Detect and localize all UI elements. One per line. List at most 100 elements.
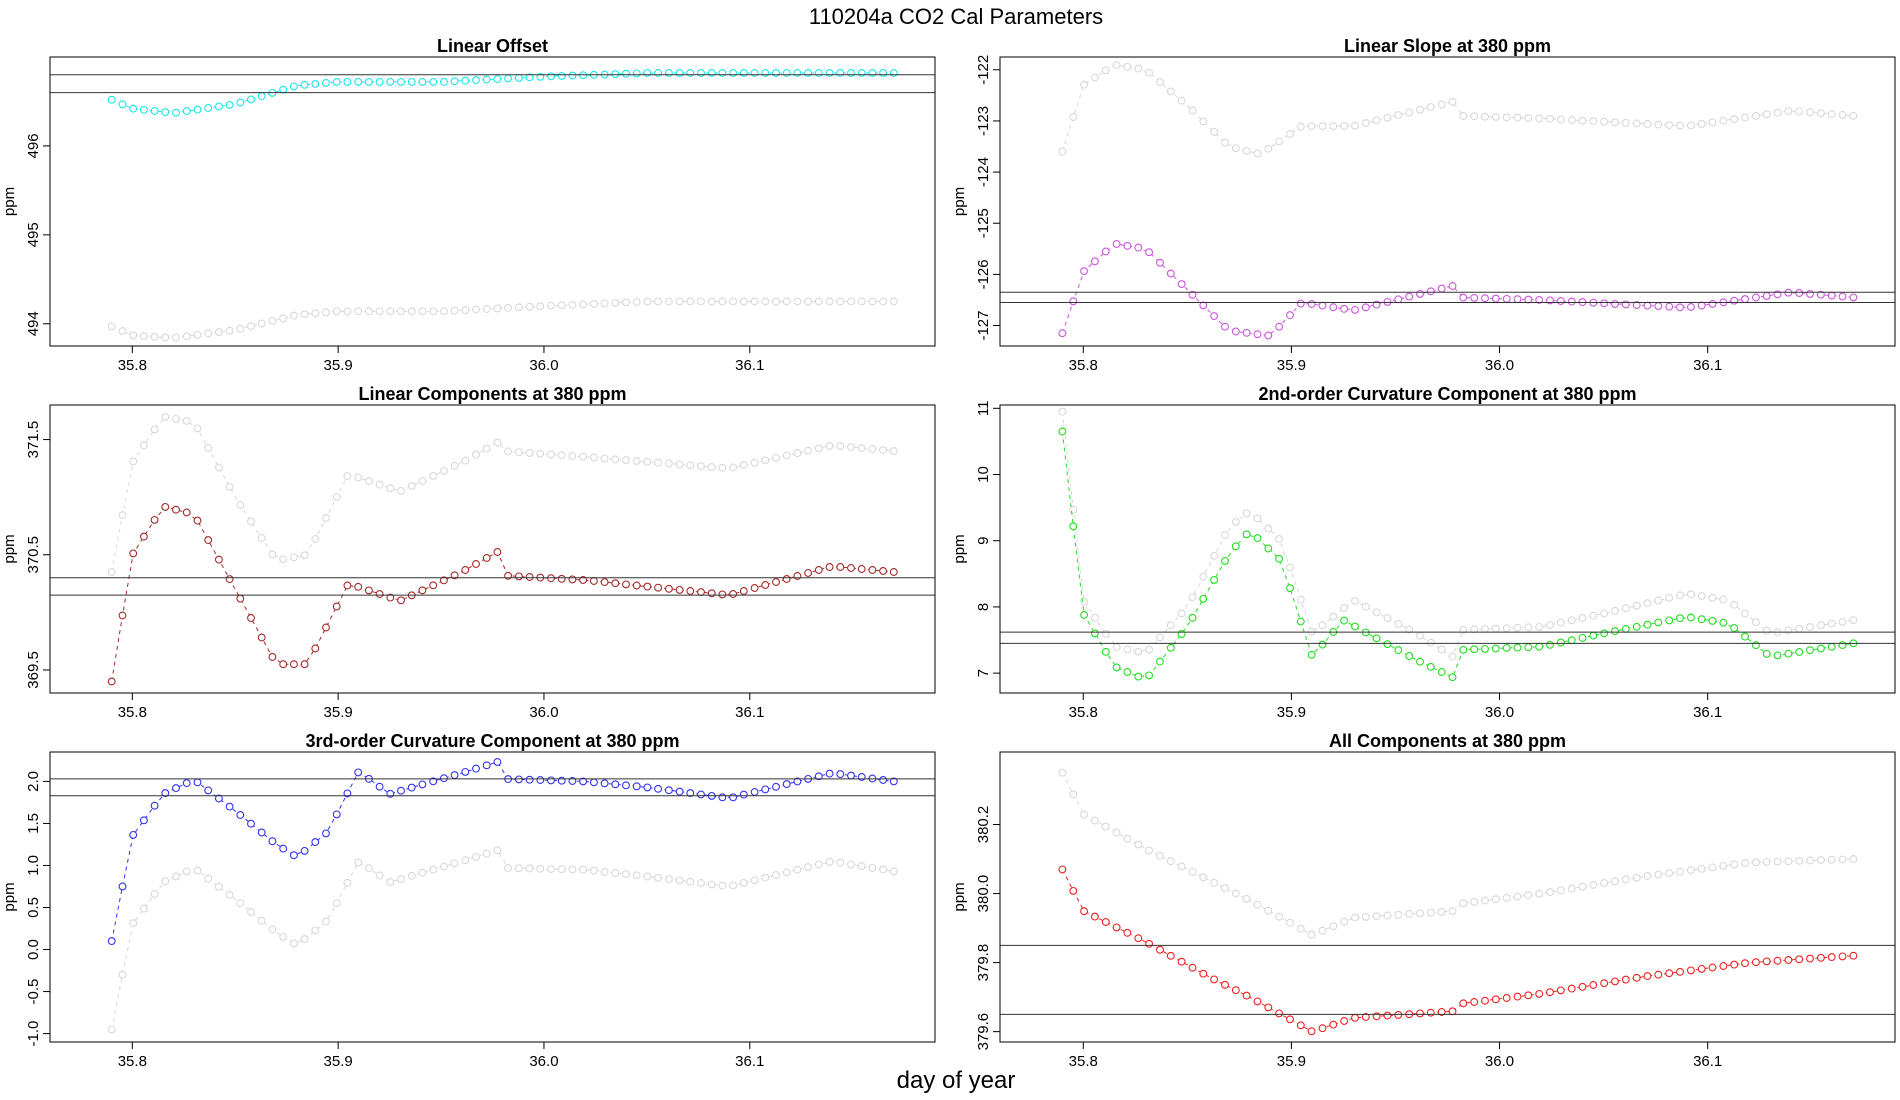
data-point	[514, 572, 523, 581]
data-point	[1611, 299, 1619, 308]
data-point	[1578, 116, 1587, 125]
data-point	[1762, 291, 1771, 300]
data-point	[814, 772, 823, 781]
data-point	[1806, 856, 1814, 865]
data-point	[407, 481, 416, 490]
data-point	[718, 69, 727, 77]
x-tick-label: 35.8	[1069, 1053, 1098, 1070]
data-point	[664, 875, 673, 884]
data-point	[1264, 1003, 1273, 1012]
data-point	[1242, 991, 1251, 1000]
data-point	[1600, 979, 1609, 988]
data-point	[1546, 640, 1554, 649]
data-point	[1459, 112, 1468, 120]
data-point	[1556, 297, 1565, 305]
data-point	[782, 451, 791, 460]
data-point	[1795, 648, 1804, 656]
data-point	[1621, 118, 1630, 127]
data-point	[611, 455, 620, 464]
data-point	[354, 307, 363, 316]
data-point	[472, 764, 480, 773]
data-point	[1751, 958, 1760, 967]
data-point	[632, 871, 641, 880]
data-point	[697, 879, 705, 887]
data-point	[643, 783, 652, 792]
data-point	[1524, 114, 1533, 122]
data-point	[729, 297, 738, 306]
data-point	[686, 789, 695, 798]
data-point	[750, 458, 759, 467]
data-point	[1524, 643, 1533, 652]
data-point	[1524, 991, 1533, 1000]
data-point	[1090, 912, 1099, 921]
data-point	[1123, 241, 1132, 250]
data-point	[1806, 108, 1814, 117]
data-point	[375, 782, 384, 791]
data-point	[1686, 590, 1695, 599]
data-point	[761, 456, 770, 465]
data-point	[1535, 889, 1544, 898]
data-point	[1090, 613, 1099, 622]
data-point	[1459, 899, 1468, 908]
data-point	[1730, 600, 1739, 609]
data-point	[300, 935, 309, 944]
data-point	[1286, 563, 1294, 572]
data-point	[1491, 624, 1500, 633]
data-point	[1177, 280, 1186, 289]
data-point	[761, 69, 770, 77]
data-point	[472, 76, 480, 85]
data-point	[1838, 292, 1847, 301]
data-point	[1827, 619, 1836, 628]
data-point	[1502, 113, 1511, 122]
data-point	[172, 784, 180, 793]
data-point	[772, 69, 780, 77]
data-point	[1275, 137, 1284, 146]
data-point	[300, 80, 309, 89]
data-point	[386, 307, 395, 316]
data-point	[761, 297, 770, 306]
data-point	[1448, 282, 1457, 290]
x-tick-label: 36.0	[529, 704, 558, 721]
data-point	[1816, 621, 1825, 630]
data-point	[622, 580, 630, 589]
data-point	[1101, 918, 1110, 926]
data-point	[686, 69, 695, 77]
data-point	[418, 586, 427, 595]
data-point	[247, 614, 255, 622]
data-point	[557, 865, 566, 874]
data-point	[118, 511, 127, 520]
panel-title: 2nd-order Curvature Component at 380 ppm	[1258, 384, 1636, 404]
data-point	[675, 787, 684, 796]
data-point	[868, 566, 877, 574]
data-point	[279, 844, 288, 853]
data-point	[1665, 869, 1674, 878]
data-point	[1621, 604, 1630, 613]
data-point	[247, 908, 255, 916]
data-point	[1632, 601, 1641, 610]
x-tick-label: 35.8	[118, 357, 147, 374]
data-point	[161, 333, 170, 342]
data-point	[1751, 618, 1760, 627]
data-point	[536, 776, 545, 784]
y-axis-label: ppm	[951, 534, 968, 563]
data-point	[1708, 616, 1717, 625]
data-point	[579, 300, 588, 309]
data-point	[1188, 593, 1197, 602]
data-point	[1361, 912, 1370, 921]
data-point	[1535, 622, 1544, 631]
data-point	[1589, 117, 1598, 126]
data-point	[1643, 872, 1652, 880]
data-point	[418, 780, 427, 789]
data-point	[547, 72, 555, 81]
data-point	[118, 611, 127, 620]
data-point	[150, 801, 159, 810]
y-tick-label: -0.5	[25, 979, 42, 1005]
data-point	[225, 890, 234, 899]
y-tick-label: 1.0	[25, 855, 42, 876]
data-point	[1481, 644, 1489, 653]
data-point	[1827, 642, 1836, 651]
data-point	[386, 878, 395, 887]
data-point	[289, 553, 298, 562]
data-point	[1242, 328, 1251, 337]
data-point	[1069, 297, 1078, 306]
